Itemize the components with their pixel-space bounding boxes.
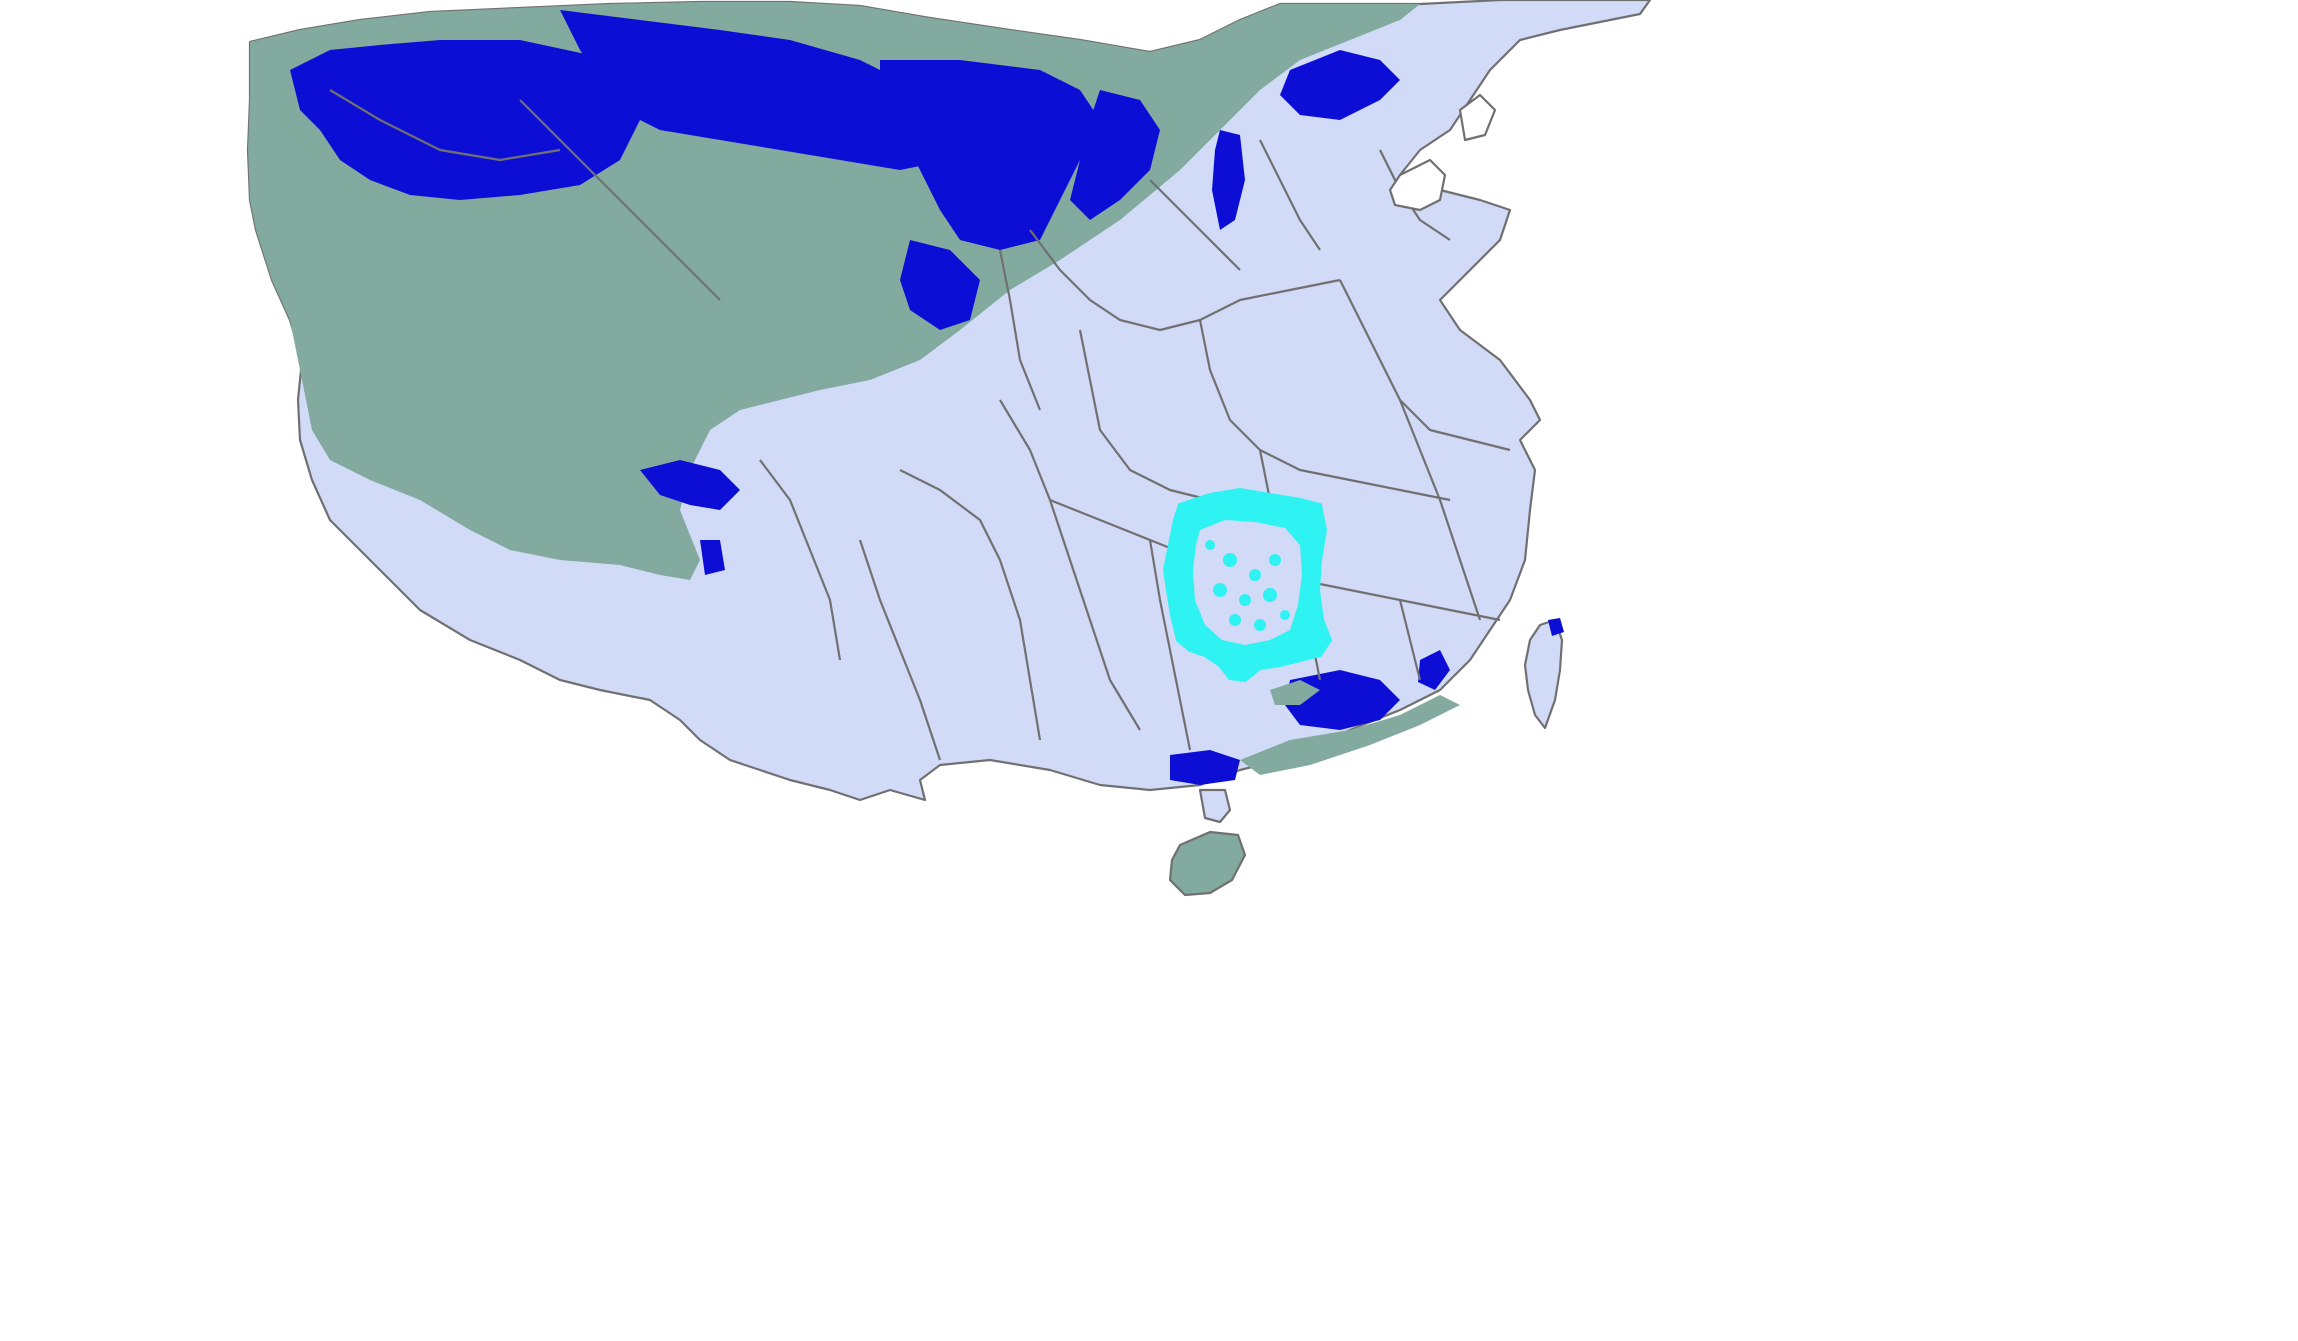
land-leizhou bbox=[1198, 788, 1232, 824]
class-blue-yunnan-patch bbox=[700, 540, 725, 575]
highlight-dots bbox=[1205, 540, 1290, 631]
land-taiwan bbox=[1523, 618, 1564, 730]
class-green-south-coast bbox=[1240, 695, 1460, 775]
highlight-inner-land bbox=[1193, 520, 1302, 645]
class-blue-qaidam bbox=[900, 240, 980, 330]
class-blue-tarim bbox=[290, 40, 640, 200]
class-blue-fujian-coast bbox=[1418, 650, 1450, 690]
sea-bohai bbox=[1388, 158, 1447, 212]
class-blue-south-rim bbox=[640, 460, 740, 510]
class-blue-northwest bbox=[560, 10, 960, 170]
class-blue-gobi bbox=[880, 60, 1100, 250]
class-blue-northeast bbox=[1280, 50, 1400, 120]
class-blue-guangdong bbox=[1285, 670, 1400, 730]
class-blue-taiwan bbox=[1548, 618, 1564, 636]
class-green-leizhou bbox=[1270, 680, 1320, 705]
class-blue-guangxi-coast bbox=[1170, 750, 1240, 785]
class-blue-ne-strip bbox=[1212, 130, 1245, 230]
class-blue-inner-mongolia bbox=[1070, 90, 1160, 220]
land-hainan bbox=[1168, 830, 1247, 897]
sea-liaodong bbox=[1458, 93, 1497, 142]
